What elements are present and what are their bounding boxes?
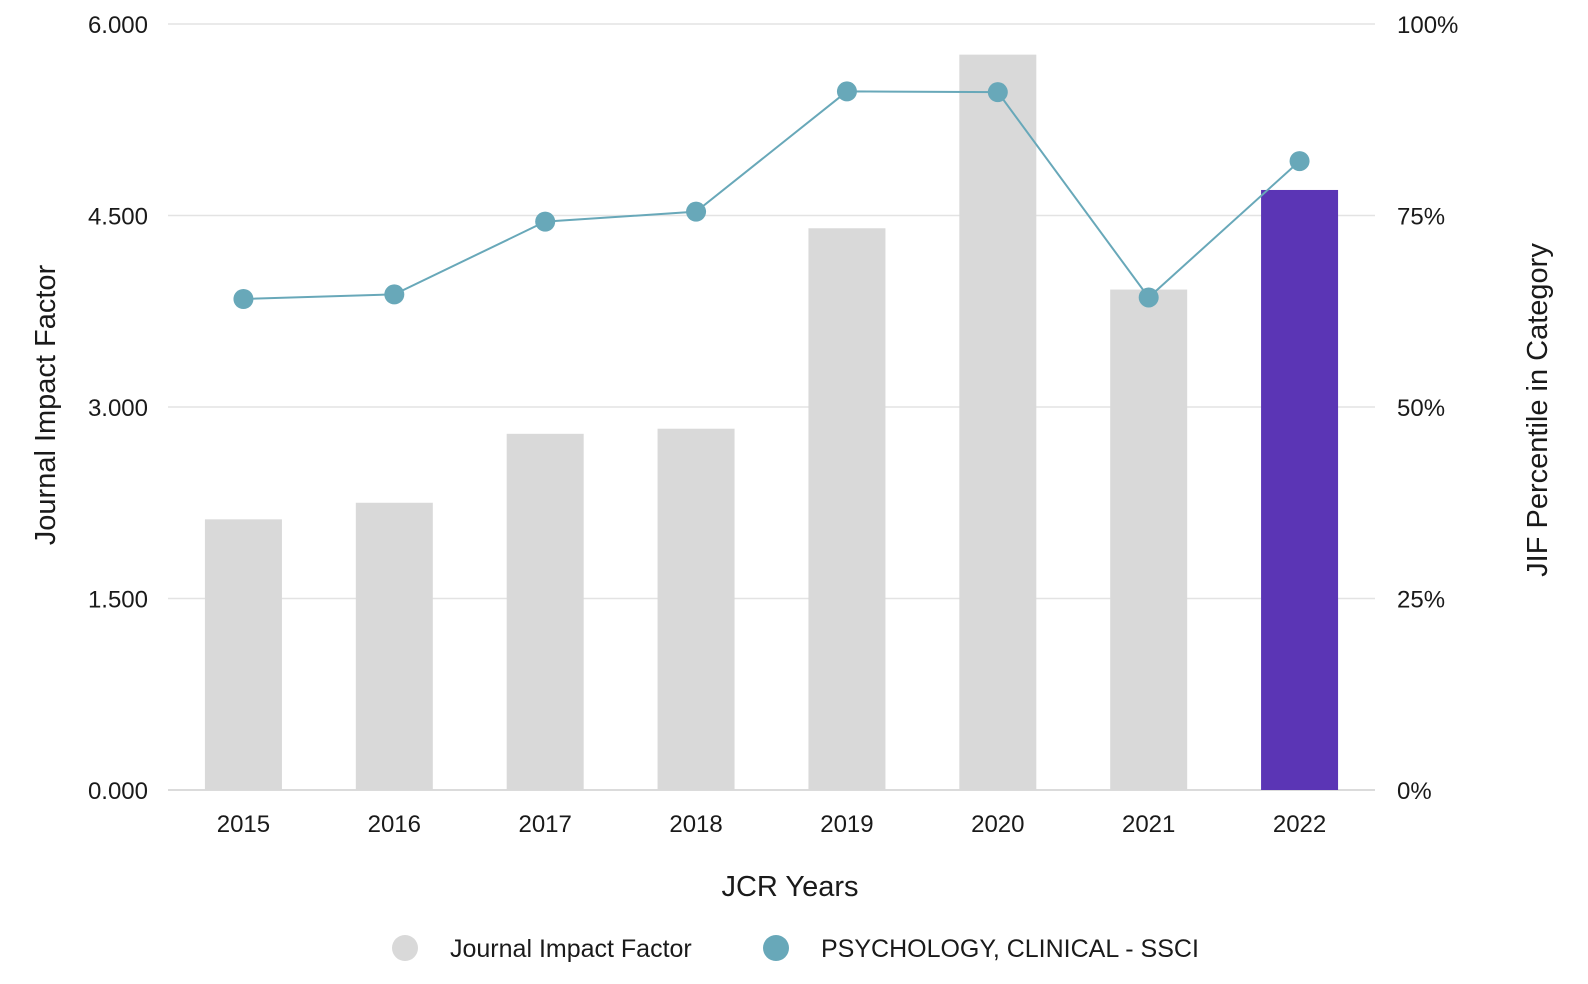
- bar-2021[interactable]: [1110, 289, 1188, 790]
- legend: Journal Impact Factor PSYCHOLOGY, CLINIC…: [392, 935, 1199, 963]
- x-axis-title: JCR Years: [721, 871, 858, 903]
- point-2018[interactable]: [686, 201, 707, 222]
- x-tick-label: 2016: [368, 811, 421, 838]
- bar-2018[interactable]: [657, 428, 735, 790]
- left-tick-label: 4.500: [88, 204, 148, 231]
- left-tick-label: 1.500: [88, 587, 148, 614]
- right-axis-ticks: 0% 25% 50% 75% 100%: [1397, 12, 1458, 805]
- x-tick-label: 2020: [971, 811, 1024, 838]
- right-tick-label: 100%: [1397, 12, 1458, 39]
- right-axis-title: JIF Percentile in Category: [1522, 243, 1554, 577]
- left-tick-label: 3.000: [88, 395, 148, 422]
- point-2015[interactable]: [233, 288, 254, 309]
- x-tick-label: 2019: [820, 811, 873, 838]
- x-tick-label: 2021: [1122, 811, 1175, 838]
- legend-swatch-line: [763, 935, 789, 961]
- bar-series: [204, 54, 1339, 790]
- bar-2020[interactable]: [959, 54, 1037, 790]
- point-2017[interactable]: [535, 211, 556, 232]
- left-tick-label: 6.000: [88, 12, 148, 39]
- point-2019[interactable]: [836, 81, 857, 102]
- legend-swatch-bar: [392, 935, 418, 961]
- right-tick-label: 75%: [1397, 204, 1445, 231]
- bar-2015[interactable]: [204, 519, 282, 790]
- x-axis-ticks: 2015 2016 2017 2018 2019 2020 2021 2022: [217, 811, 1327, 838]
- bar-2022[interactable]: [1261, 189, 1339, 790]
- right-tick-label: 0%: [1397, 778, 1432, 805]
- bar-2016[interactable]: [355, 502, 433, 790]
- right-tick-label: 50%: [1397, 395, 1445, 422]
- legend-label-bar: Journal Impact Factor: [450, 935, 692, 963]
- line-series: [233, 81, 1310, 309]
- right-tick-label: 25%: [1397, 587, 1445, 614]
- left-tick-label: 0.000: [88, 778, 148, 805]
- left-axis-ticks: 0.000 1.500 3.000 4.500 6.000: [88, 12, 148, 805]
- grid-lines: [168, 23, 1375, 791]
- x-tick-label: 2017: [518, 811, 571, 838]
- legend-item-category[interactable]: PSYCHOLOGY, CLINICAL - SSCI: [763, 935, 1199, 963]
- x-tick-label: 2022: [1273, 811, 1326, 838]
- bar-2017[interactable]: [506, 433, 584, 790]
- point-2022[interactable]: [1289, 151, 1310, 172]
- bar-2019[interactable]: [808, 228, 886, 790]
- point-2016[interactable]: [384, 284, 405, 305]
- point-2021[interactable]: [1138, 287, 1159, 308]
- legend-label-line: PSYCHOLOGY, CLINICAL - SSCI: [821, 935, 1199, 963]
- x-tick-label: 2015: [217, 811, 270, 838]
- legend-item-jif[interactable]: Journal Impact Factor: [392, 935, 692, 963]
- point-2020[interactable]: [987, 82, 1008, 103]
- x-tick-label: 2018: [669, 811, 722, 838]
- percentile-line: [243, 90, 1301, 300]
- left-axis-title: Journal Impact Factor: [30, 264, 62, 545]
